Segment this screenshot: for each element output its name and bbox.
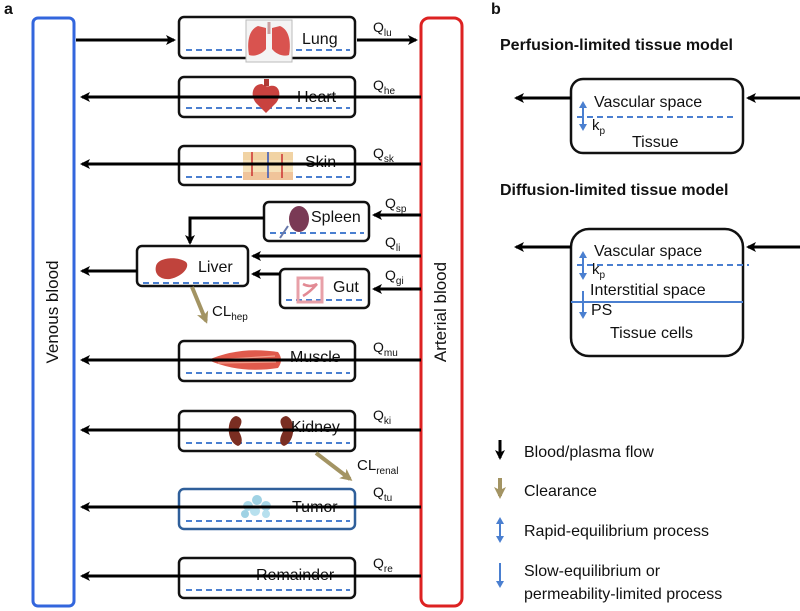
q-ki-label: Qki <box>373 407 391 427</box>
lung-label: Lung <box>302 31 338 48</box>
q-mu-label: Qmu <box>373 339 398 359</box>
cl-renal-label: CLrenal <box>357 457 398 477</box>
perfusion-rapid-arrow <box>579 101 587 131</box>
lung-icon <box>245 19 293 63</box>
q-re-label: Qre <box>373 555 393 575</box>
q-sp-label: Qsp <box>385 195 407 215</box>
perfusion-vascular-label: Vascular space <box>594 94 702 111</box>
panel-b-label: b <box>491 1 501 18</box>
diffusion-rapid-arrow <box>579 251 587 280</box>
perfusion-tissue-label: Tissue <box>632 134 679 151</box>
venous-blood-label: Venous blood <box>43 260 62 363</box>
diffusion-slow-arrow <box>579 291 587 319</box>
diffusion-kp-label: kp <box>592 261 606 281</box>
remainder-compartment: Remainder <box>177 556 357 600</box>
q-gi-label: Qgi <box>385 267 404 287</box>
arterial-blood-label: Arterial blood <box>431 262 450 362</box>
hepatic-clearance-arrow <box>190 286 209 324</box>
lung-compartment: Lung <box>177 15 357 63</box>
diffusion-vascular-label: Vascular space <box>594 243 702 260</box>
legend-slow-label-1: Slow-equilibrium or <box>524 563 661 580</box>
legend-slow: Slow-equilibrium or permeability-limited… <box>496 563 722 603</box>
spleen-icon <box>279 206 309 239</box>
q-li-label: Qli <box>385 234 400 254</box>
legend-slow-label-2: permeability-limited process <box>524 586 722 603</box>
legend-clearance: Clearance <box>494 478 597 500</box>
legend-flow: Blood/plasma flow <box>495 440 654 461</box>
legend-clearance-label: Clearance <box>524 483 597 500</box>
legend-rapid-label: Rapid-equilibrium process <box>524 523 709 540</box>
arterial-blood-bar <box>419 16 464 608</box>
tissue-cells-label: Tissue cells <box>610 325 693 342</box>
muscle-label: Muscle <box>290 349 341 366</box>
q-he-label: Qhe <box>373 77 395 97</box>
legend-flow-label: Blood/plasma flow <box>524 444 654 461</box>
q-sk-label: Qsk <box>373 145 395 165</box>
spleen-compartment: Spleen <box>262 200 371 243</box>
legend: Blood/plasma flow Clearance Rapid-equili… <box>494 440 722 603</box>
ps-label: PS <box>591 302 612 319</box>
liver-label: Liver <box>198 259 233 276</box>
liver-compartment: Liver <box>135 244 250 288</box>
gut-icon <box>296 276 324 304</box>
liver-icon <box>155 258 188 280</box>
tumor-compartment: Tumor <box>177 487 357 531</box>
spleen-to-liver-arrow <box>185 216 264 245</box>
gut-label: Gut <box>333 279 359 296</box>
gut-compartment: Gut <box>278 267 371 310</box>
perfusion-kp-label: kp <box>592 117 606 137</box>
q-lu-label: Qlu <box>373 19 392 39</box>
venous-blood-bar <box>31 16 76 608</box>
interstitial-label: Interstitial space <box>590 282 706 299</box>
perfusion-model-box: Vascular space kp Tissue <box>569 77 745 155</box>
q-tu-label: Qtu <box>373 484 392 504</box>
perfusion-title: Perfusion-limited tissue model <box>500 37 733 54</box>
diffusion-model-box: Vascular space kp Interstitial space PS … <box>569 227 749 358</box>
spleen-label: Spleen <box>311 209 361 226</box>
cl-hep-label: CLhep <box>212 303 248 323</box>
skin-icon <box>243 152 293 180</box>
renal-clearance-arrow <box>314 451 353 481</box>
legend-rapid: Rapid-equilibrium process <box>496 517 709 543</box>
panel-a-label: a <box>4 1 13 18</box>
kidney-label: Kidney <box>291 419 340 436</box>
diffusion-title: Diffusion-limited tissue model <box>500 182 728 199</box>
